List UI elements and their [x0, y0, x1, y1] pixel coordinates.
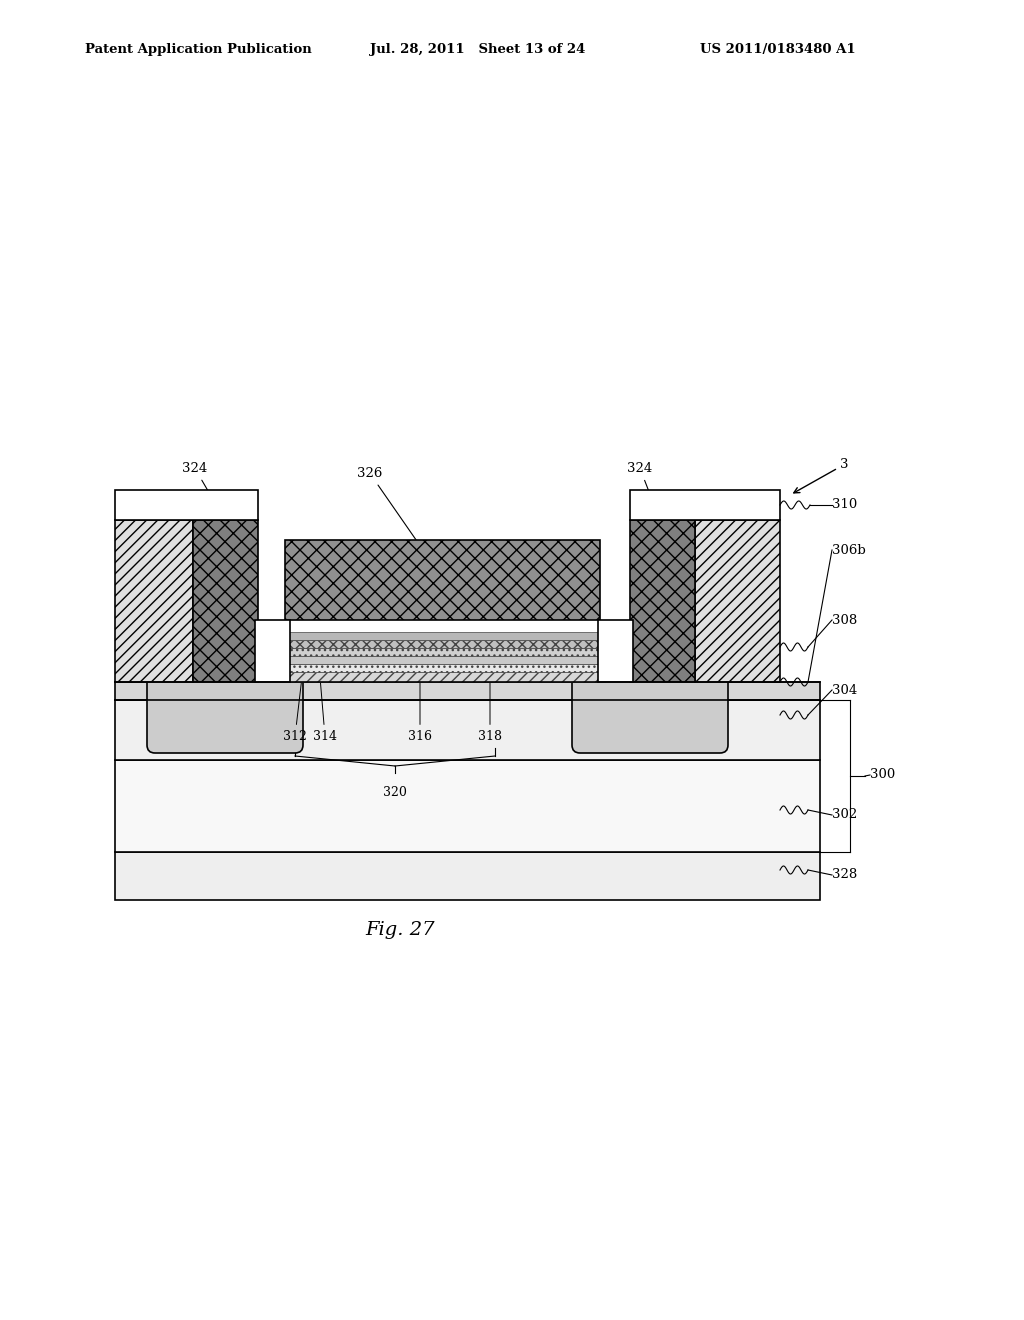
Text: 322: 322: [297, 573, 323, 586]
Bar: [115, 851, 820, 900]
Bar: [115, 700, 820, 760]
Text: 3: 3: [840, 458, 849, 471]
Bar: [193, 520, 258, 682]
Text: 318: 318: [478, 680, 502, 743]
Text: 306b: 306b: [831, 544, 865, 557]
Text: 310: 310: [831, 499, 857, 511]
Bar: [695, 520, 780, 682]
Text: 312: 312: [283, 680, 307, 743]
Text: US 2011/0183480 A1: US 2011/0183480 A1: [700, 44, 856, 57]
FancyBboxPatch shape: [147, 663, 303, 752]
Bar: [280, 648, 605, 656]
Text: 308: 308: [831, 614, 857, 627]
Bar: [115, 760, 820, 851]
Text: Jul. 28, 2011   Sheet 13 of 24: Jul. 28, 2011 Sheet 13 of 24: [370, 44, 586, 57]
FancyBboxPatch shape: [572, 663, 728, 752]
Text: 304: 304: [831, 684, 857, 697]
Text: 322: 322: [562, 564, 588, 577]
Text: 324: 324: [182, 462, 223, 517]
Bar: [255, 620, 290, 682]
Text: 326: 326: [357, 467, 428, 558]
Text: 314: 314: [313, 680, 337, 743]
Text: 302: 302: [831, 808, 857, 821]
Text: 328: 328: [831, 869, 857, 882]
Bar: [115, 520, 193, 682]
Text: Fig. 27: Fig. 27: [366, 921, 435, 939]
Text: 320: 320: [383, 785, 407, 799]
Bar: [598, 620, 633, 682]
Bar: [280, 632, 605, 640]
Text: 316: 316: [408, 680, 432, 743]
Text: 324: 324: [628, 462, 659, 517]
Text: 300: 300: [870, 768, 895, 781]
Bar: [280, 672, 605, 682]
Bar: [630, 490, 780, 520]
Bar: [280, 656, 605, 664]
Bar: [285, 540, 600, 620]
Text: Patent Application Publication: Patent Application Publication: [85, 44, 311, 57]
Bar: [115, 490, 258, 520]
Bar: [280, 640, 605, 648]
Bar: [115, 682, 820, 700]
Bar: [280, 664, 605, 672]
Bar: [630, 520, 695, 682]
